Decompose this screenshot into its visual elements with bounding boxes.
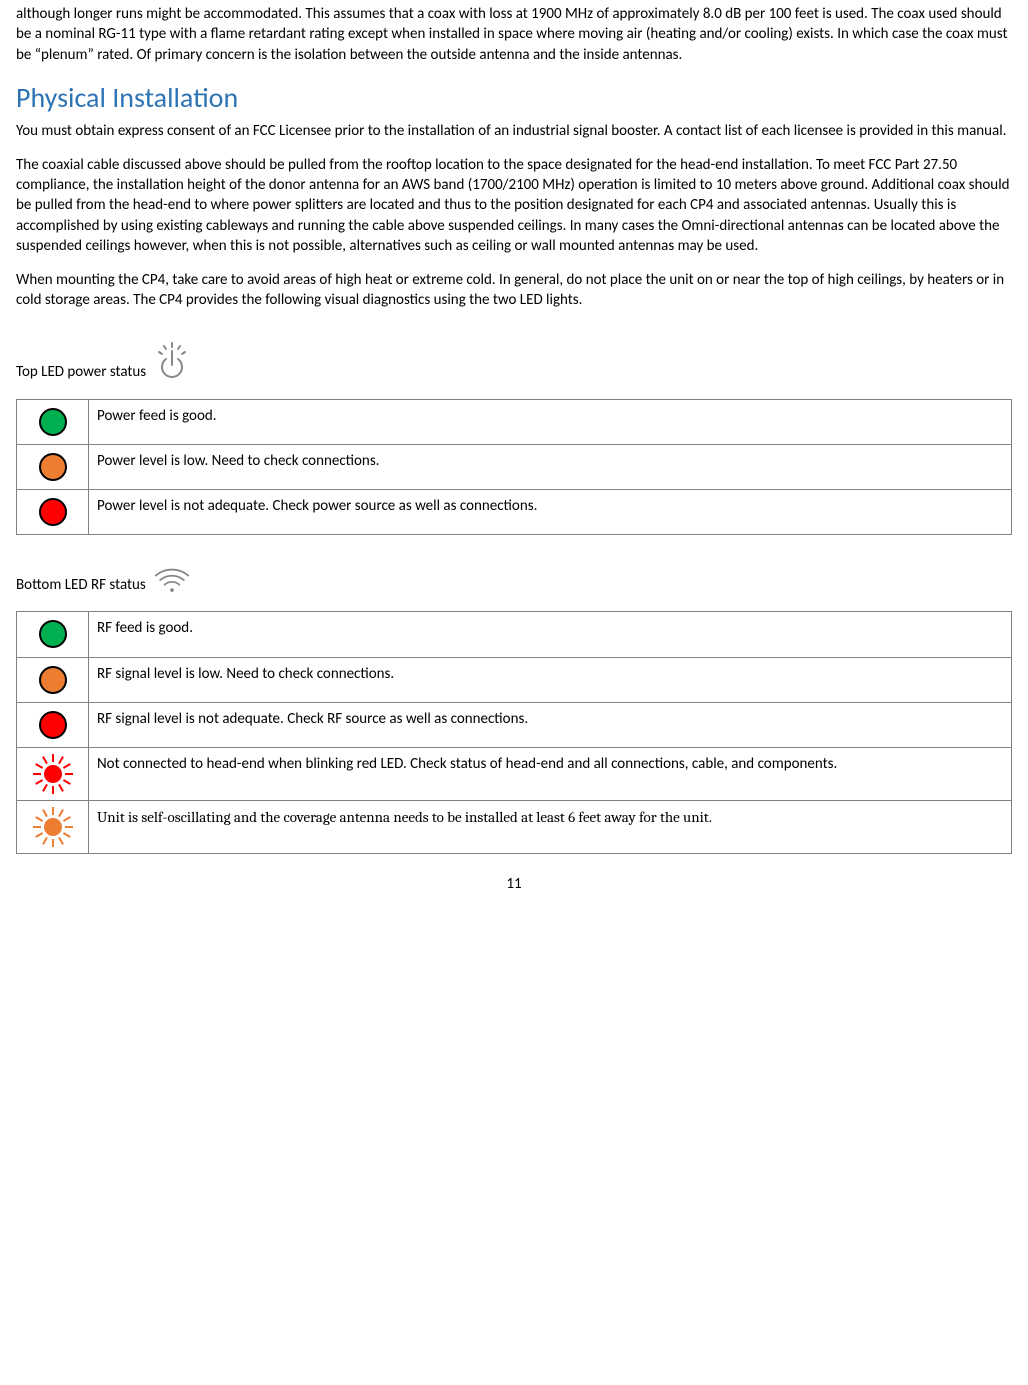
table-row: Power level is not adequate. Check power… xyxy=(17,490,1012,535)
table-row: RF signal level is low. Need to check co… xyxy=(17,657,1012,702)
rf-led-table: RF feed is good.RF signal level is low. … xyxy=(16,611,1012,854)
body-paragraph-2: The coaxial cable discussed above should… xyxy=(16,155,1012,256)
status-text-cell: RF signal level is not adequate. Check R… xyxy=(89,702,1012,747)
status-text-cell: RF feed is good. xyxy=(89,612,1012,657)
top-led-label: Top LED power status xyxy=(16,362,146,384)
table-row: Power level is low. Need to check connec… xyxy=(17,444,1012,489)
bottom-led-label: Bottom LED RF status xyxy=(16,575,146,597)
power-icon xyxy=(152,341,192,385)
table-row: RF feed is good. xyxy=(17,612,1012,657)
status-text-cell: Power level is not adequate. Check power… xyxy=(89,490,1012,535)
status-text-cell: Power level is low. Need to check connec… xyxy=(89,444,1012,489)
top-led-label-row: Top LED power status xyxy=(16,341,1012,385)
body-paragraph-1: You must obtain express consent of an FC… xyxy=(16,121,1012,141)
bottom-led-label-row: Bottom LED RF status xyxy=(16,565,1012,597)
led-indicator-green xyxy=(39,408,67,436)
status-text-cell: Power feed is good. xyxy=(89,399,1012,444)
led-indicator-orange xyxy=(39,666,67,694)
status-text-cell: Unit is self-oscillating and the coverag… xyxy=(89,801,1012,854)
indicator-cell xyxy=(17,702,89,747)
body-paragraph-3: When mounting the CP4, take care to avoi… xyxy=(16,270,1012,311)
table-row: RF signal level is not adequate. Check R… xyxy=(17,702,1012,747)
indicator-cell xyxy=(17,612,89,657)
led-indicator-green xyxy=(39,620,67,648)
intro-paragraph: although longer runs might be accommodat… xyxy=(16,4,1012,65)
status-text-cell: Not connected to head-end when blinking … xyxy=(89,748,1012,801)
table-row: Unit is self-oscillating and the coverag… xyxy=(17,801,1012,854)
led-indicator-blinking-red xyxy=(33,754,73,794)
indicator-cell xyxy=(17,444,89,489)
indicator-cell xyxy=(17,801,89,854)
led-indicator-orange xyxy=(39,453,67,481)
section-heading: Physical Installation xyxy=(16,79,1012,117)
led-indicator-red xyxy=(39,498,67,526)
indicator-cell xyxy=(17,748,89,801)
indicator-cell xyxy=(17,657,89,702)
table-row: Not connected to head-end when blinking … xyxy=(17,748,1012,801)
rf-icon xyxy=(152,565,192,597)
led-indicator-blinking-orange xyxy=(33,807,73,847)
status-text-cell: RF signal level is low. Need to check co… xyxy=(89,657,1012,702)
table-row: Power feed is good. xyxy=(17,399,1012,444)
led-indicator-red xyxy=(39,711,67,739)
page-number: 11 xyxy=(16,874,1012,894)
power-led-table: Power feed is good.Power level is low. N… xyxy=(16,399,1012,536)
indicator-cell xyxy=(17,490,89,535)
indicator-cell xyxy=(17,399,89,444)
